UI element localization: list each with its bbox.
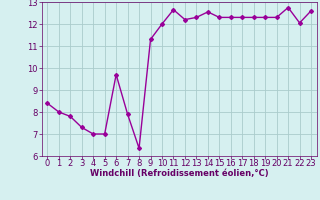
X-axis label: Windchill (Refroidissement éolien,°C): Windchill (Refroidissement éolien,°C) bbox=[90, 169, 268, 178]
